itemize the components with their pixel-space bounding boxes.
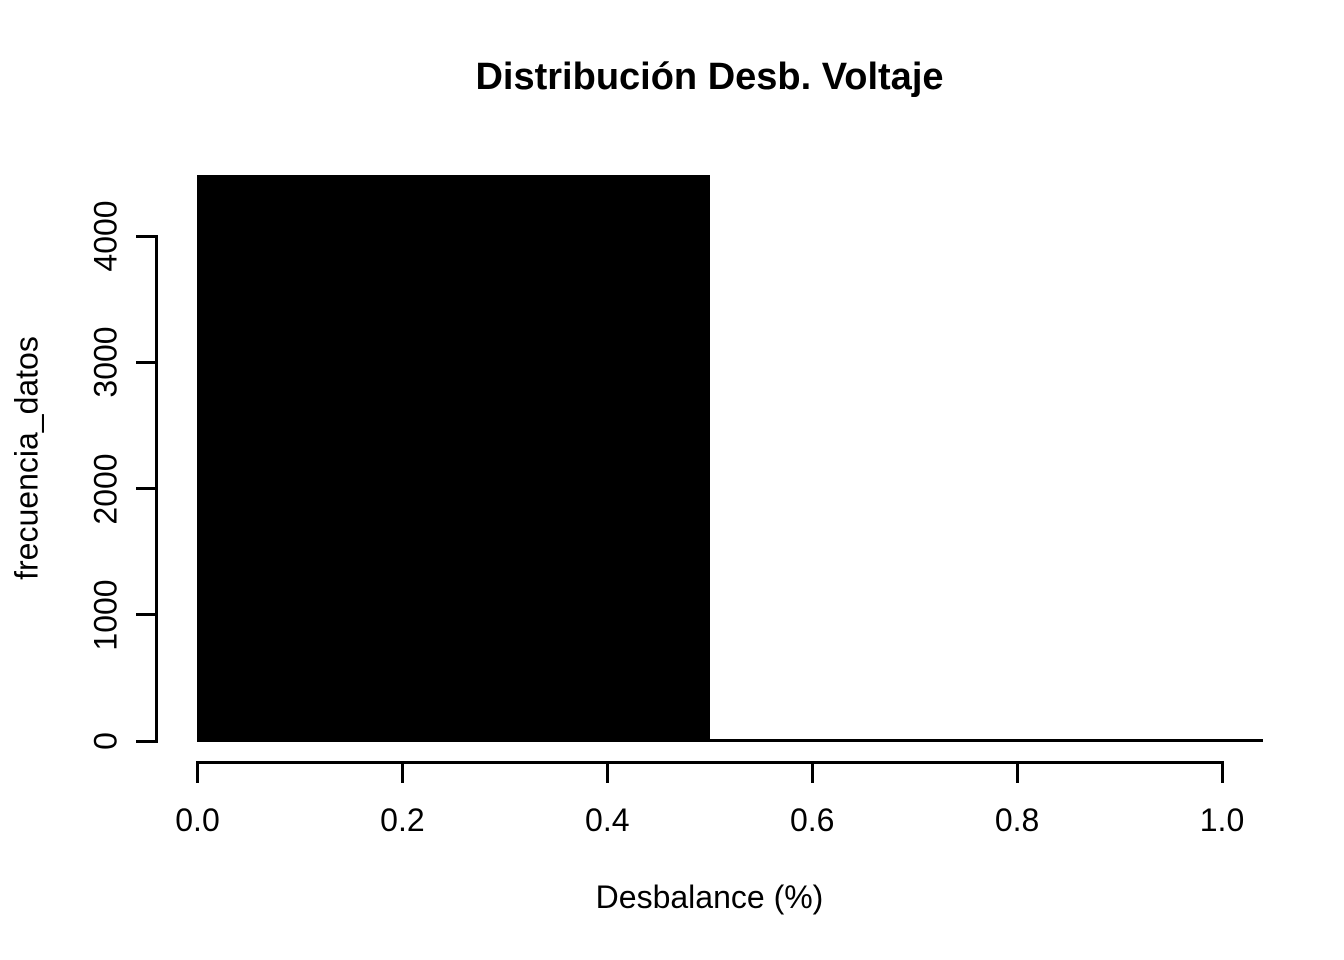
histogram-bar (197, 175, 711, 743)
y-tick-label: 3000 (87, 326, 124, 398)
x-tick-mark (605, 763, 609, 783)
chart-title: Distribución Desb. Voltaje (475, 56, 944, 98)
x-tick-mark (810, 763, 814, 783)
x-tick-mark (400, 763, 404, 783)
x-tick-mark (196, 763, 199, 783)
y-tick-mark (135, 487, 155, 490)
x-tick-mark (1220, 763, 1224, 783)
x-axis-title: Desbalance (%) (595, 879, 824, 915)
x-axis-line (196, 760, 1224, 764)
x-tick-label: 0.0 (175, 802, 220, 838)
y-tick-mark (135, 613, 155, 617)
x-tick-label: 0.4 (585, 802, 630, 838)
y-axis-title: frecuencia_datos (8, 336, 45, 580)
y-axis-line (154, 234, 158, 743)
x-tick-mark (1015, 763, 1019, 783)
y-tick-label: 0 (87, 732, 124, 750)
x-tick-label: 0.2 (380, 802, 425, 838)
y-tick-mark (135, 360, 155, 364)
x-tick-label: 0.8 (994, 802, 1040, 838)
histogram-bar (709, 738, 1264, 743)
x-tick-label: 1.0 (1199, 802, 1245, 838)
y-tick-label: 4000 (87, 200, 124, 272)
y-tick-mark (135, 739, 155, 743)
y-tick-label: 1000 (87, 579, 124, 651)
x-tick-label: 0.6 (789, 802, 835, 838)
y-tick-label: 2000 (87, 452, 124, 525)
y-tick-mark (135, 234, 155, 238)
